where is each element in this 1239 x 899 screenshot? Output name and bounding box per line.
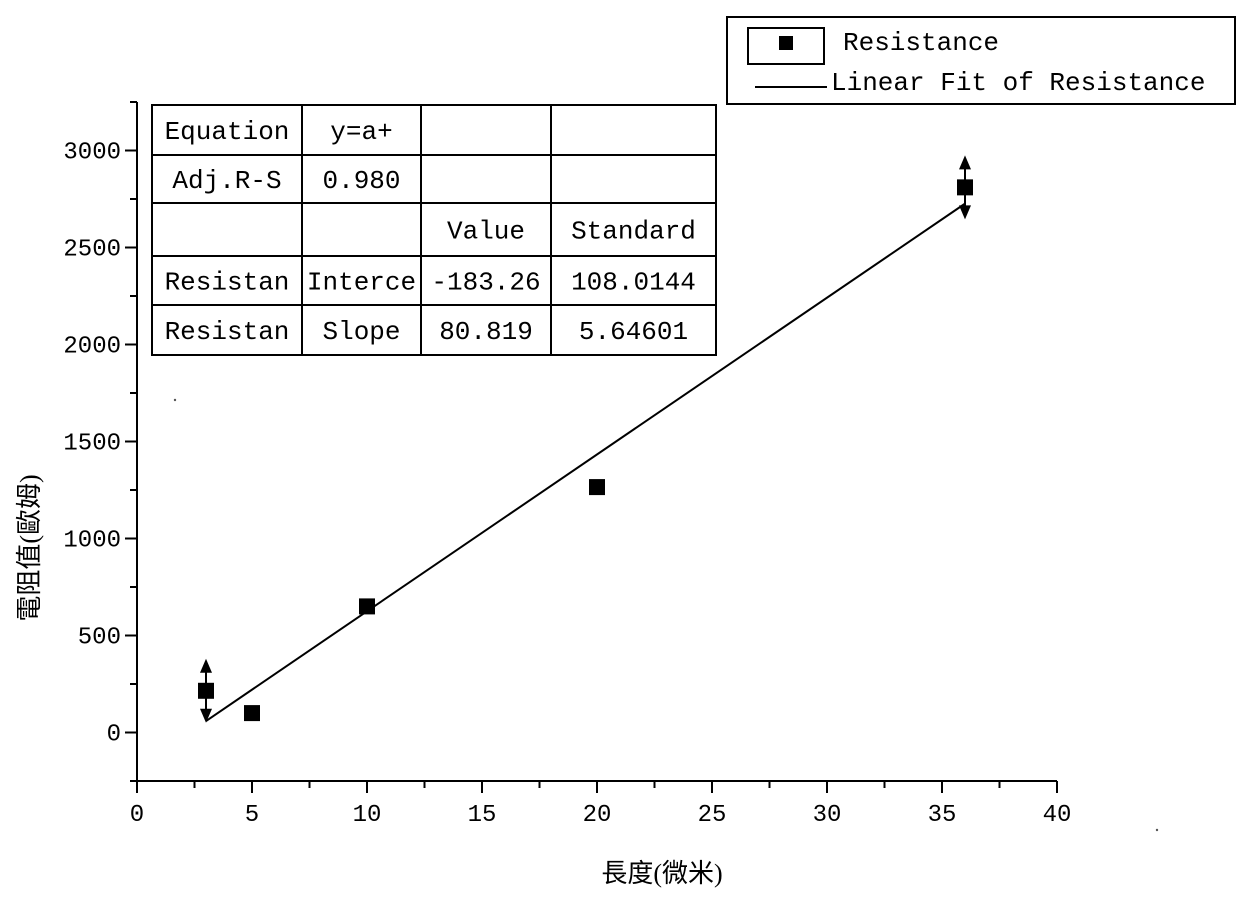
data-point-square (244, 705, 260, 722)
table-cell: Resistan (165, 268, 290, 298)
x-tick-label: 25 (698, 802, 727, 829)
data-point-square (589, 479, 605, 496)
fit-line-group (205, 202, 966, 722)
legend-box (726, 16, 1236, 105)
table-cell: Interce (307, 268, 416, 298)
table-cell: 5.64601 (579, 317, 688, 347)
y-tick-label: 1000 (63, 528, 121, 555)
linear-fit-line (205, 202, 966, 722)
table-cell: 108.0144 (571, 268, 696, 298)
y-tick-label: 2500 (63, 237, 121, 264)
y-tick-label: 3000 (63, 140, 121, 167)
y-tick-label: 2000 (63, 334, 121, 361)
y-axis-ticks: 0 500 1000 1500 2000 2500 3000 (63, 101, 137, 782)
data-point-square (957, 179, 973, 196)
y-tick-label: 500 (78, 625, 121, 652)
x-tick-label: 0 (130, 802, 144, 829)
table-cell: Slope (322, 317, 400, 347)
error-arrow-up (200, 658, 212, 673)
legend-label-fit: Linear Fit of Resistance (831, 68, 1205, 98)
table-cell: Resistan (165, 317, 290, 347)
error-arrow-down (200, 708, 212, 723)
x-tick-label: 40 (1043, 802, 1072, 829)
table-cell: Standard (571, 217, 696, 247)
table-cell: Adj.R-S (172, 166, 281, 196)
x-tick-label: 10 (353, 802, 382, 829)
legend-marker-frame (747, 27, 825, 65)
table-cell: 80.819 (439, 317, 533, 347)
legend-square-marker (779, 36, 793, 50)
data-point-square (198, 682, 214, 699)
data-points (198, 155, 973, 723)
x-tick-label: 20 (583, 802, 612, 829)
speck-mark (1155, 828, 1159, 832)
table-cell: Value (447, 217, 525, 247)
x-tick-label: 15 (468, 802, 497, 829)
legend: Resistance Linear Fit of Resistance (726, 16, 1236, 105)
speck-mark (173, 398, 177, 402)
table-cell: -183.26 (431, 268, 540, 298)
error-arrow-down (959, 205, 971, 220)
data-point-square (359, 598, 375, 615)
table-frame (151, 104, 717, 356)
x-tick-label: 5 (245, 802, 259, 829)
table-cell: Equation (165, 117, 290, 147)
x-axis-ticks: 0 5 10 15 20 25 30 35 40 (130, 781, 1072, 829)
y-tick-label: 1500 (63, 431, 121, 458)
fit-parameter-table: Equation y=a+ Adj.R-S 0.980 Value Standard Res… (151, 104, 717, 356)
legend-label-resistance: Resistance (843, 28, 999, 58)
y-tick-label: 0 (107, 722, 121, 749)
y-axis-title: 電阻值(歐姆) (15, 474, 44, 621)
x-tick-label: 35 (928, 802, 957, 829)
table-cell: 0.980 (322, 166, 400, 196)
error-arrow-up (959, 155, 971, 170)
x-axis-title: 長度(微米) (601, 859, 722, 888)
table-cell: y=a+ (330, 117, 392, 147)
x-tick-label: 30 (813, 802, 842, 829)
